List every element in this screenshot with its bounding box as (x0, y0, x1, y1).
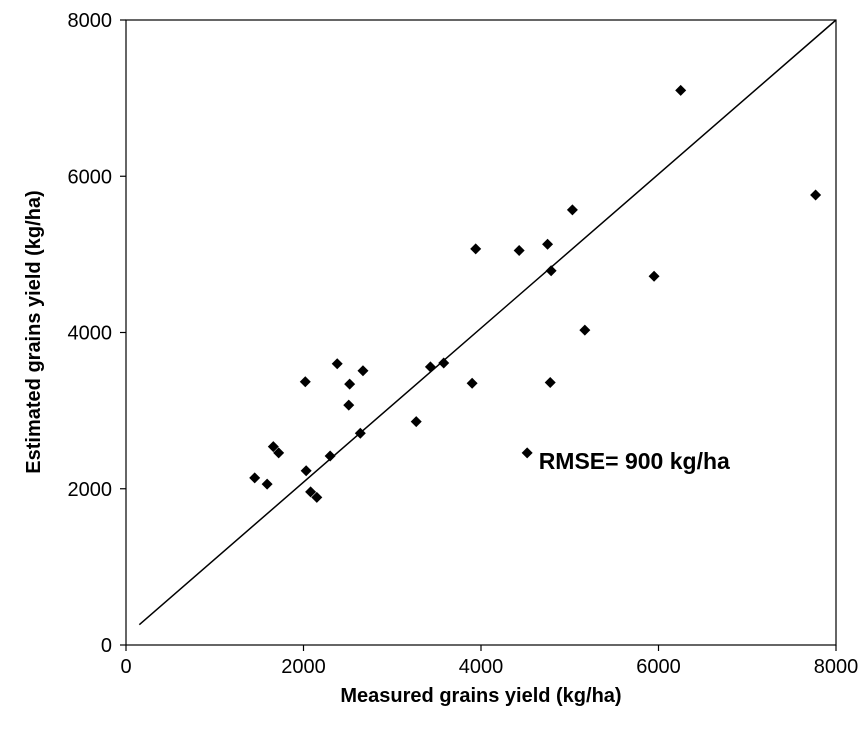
data-point (542, 238, 554, 250)
reference-line-group (138, 19, 837, 626)
data-point (300, 465, 312, 477)
data-point (648, 270, 660, 282)
data-point (545, 265, 557, 277)
data-point (521, 447, 533, 459)
data-point (544, 377, 556, 388)
data-point (273, 447, 285, 459)
data-point (249, 472, 261, 484)
y-tick-label: 2000 (68, 479, 113, 501)
data-point (354, 427, 366, 439)
reference-line (138, 19, 837, 626)
axis-ticks (120, 19, 837, 651)
data-point (344, 378, 356, 390)
data-point (810, 189, 822, 201)
y-tick-label: 8000 (68, 10, 113, 32)
data-point (438, 357, 450, 369)
x-tick-label: 2000 (281, 656, 326, 678)
data-point (343, 399, 355, 411)
y-tick-label: 4000 (68, 323, 113, 345)
x-axis-title: Measured grains yield (kg/ha) (340, 685, 621, 707)
x-tick-label: 0 (120, 656, 131, 678)
data-point (466, 377, 478, 389)
rmse-annotation: RMSE= 900 kg/ha (539, 448, 730, 474)
y-axis-title: Estimated grains yield (kg/ha) (23, 190, 45, 473)
data-point (305, 486, 317, 498)
y-tick-label: 0 (101, 635, 112, 657)
data-point (579, 324, 591, 336)
data-point (331, 358, 343, 370)
tick-labels: 0 2000 4000 6000 8000 0 2000 4000 6000 8000 (68, 10, 859, 678)
data-point (357, 365, 369, 377)
x-tick-label: 8000 (814, 656, 859, 678)
data-point (261, 478, 273, 490)
data-point (299, 376, 311, 388)
data-point (470, 243, 482, 255)
x-tick-label: 6000 (636, 656, 681, 678)
data-point (311, 491, 323, 503)
data-point (424, 361, 436, 373)
data-point (513, 244, 525, 256)
data-point (324, 450, 336, 462)
data-point (410, 416, 422, 428)
data-point (566, 204, 578, 216)
y-tick-label: 6000 (68, 166, 113, 188)
data-points (249, 84, 822, 503)
data-point (267, 441, 279, 453)
data-point (675, 84, 687, 96)
x-tick-label: 4000 (459, 656, 504, 678)
